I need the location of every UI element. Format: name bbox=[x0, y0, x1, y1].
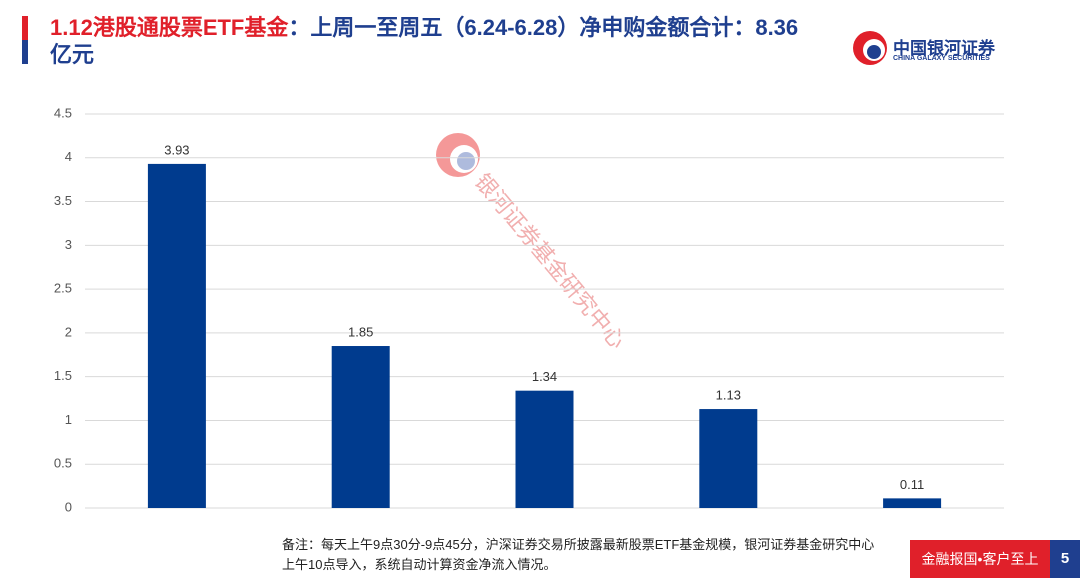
y-tick-label: 4 bbox=[65, 149, 72, 164]
title-accent bbox=[22, 16, 28, 40]
bar bbox=[699, 409, 758, 508]
y-tick-label: 4.5 bbox=[54, 105, 72, 120]
data-label: 1.13 bbox=[716, 387, 741, 402]
bar bbox=[883, 498, 942, 508]
logo-name: 中国银河证券 bbox=[893, 39, 995, 58]
title-rest: ：上周一至周五（6.24-6.28）净申购金额合计：8.36亿元 bbox=[50, 15, 799, 67]
watermark-icon bbox=[436, 133, 480, 177]
y-tick-label: 2.5 bbox=[54, 281, 72, 296]
chart: 银河证券基金研究中心 0 0.5 1 1.5 2 2.5 3 3.5 4 4.5 3.93 1.85 1… bbox=[54, 105, 1004, 514]
page-number: 5 bbox=[1050, 540, 1080, 578]
y-tick-label: 3.5 bbox=[54, 193, 72, 208]
data-label: 1.34 bbox=[532, 369, 557, 384]
y-tick-label: 1.5 bbox=[54, 368, 72, 383]
title-accent bbox=[22, 40, 28, 64]
bar bbox=[331, 346, 390, 508]
y-tick-label: 2 bbox=[65, 324, 72, 339]
logo-icon bbox=[853, 31, 887, 65]
footnote: 上午10点导入，系统自动计算资金净流入情况。 bbox=[282, 557, 557, 572]
y-tick-label: 0 bbox=[65, 499, 72, 514]
slide-title: 1.12港股通股票ETF基金：上周一至周五（6.24-6.28）净申购金额合计：… bbox=[50, 14, 820, 68]
logo-english: CHINA GALAXY SECURITIES bbox=[893, 55, 990, 62]
y-tick-label: 3 bbox=[65, 237, 72, 252]
y-tick-label: 1 bbox=[65, 412, 72, 427]
bar bbox=[147, 163, 206, 508]
title-highlight: 1.12港股通股票ETF基金 bbox=[50, 15, 289, 40]
footnote: 备注：每天上午9点30分-9点45分，沪深证券交易所披露最新股票ETF基金规模，… bbox=[282, 537, 875, 552]
footer-slogan: 金融报国•客户至上 bbox=[910, 540, 1050, 578]
bar bbox=[515, 390, 574, 508]
watermark: 银河证券基金研究中心 bbox=[470, 169, 631, 354]
data-label: 1.85 bbox=[348, 324, 373, 339]
data-label: 3.93 bbox=[164, 142, 189, 157]
data-label: 0.11 bbox=[900, 477, 924, 492]
y-tick-label: 0.5 bbox=[54, 456, 72, 471]
